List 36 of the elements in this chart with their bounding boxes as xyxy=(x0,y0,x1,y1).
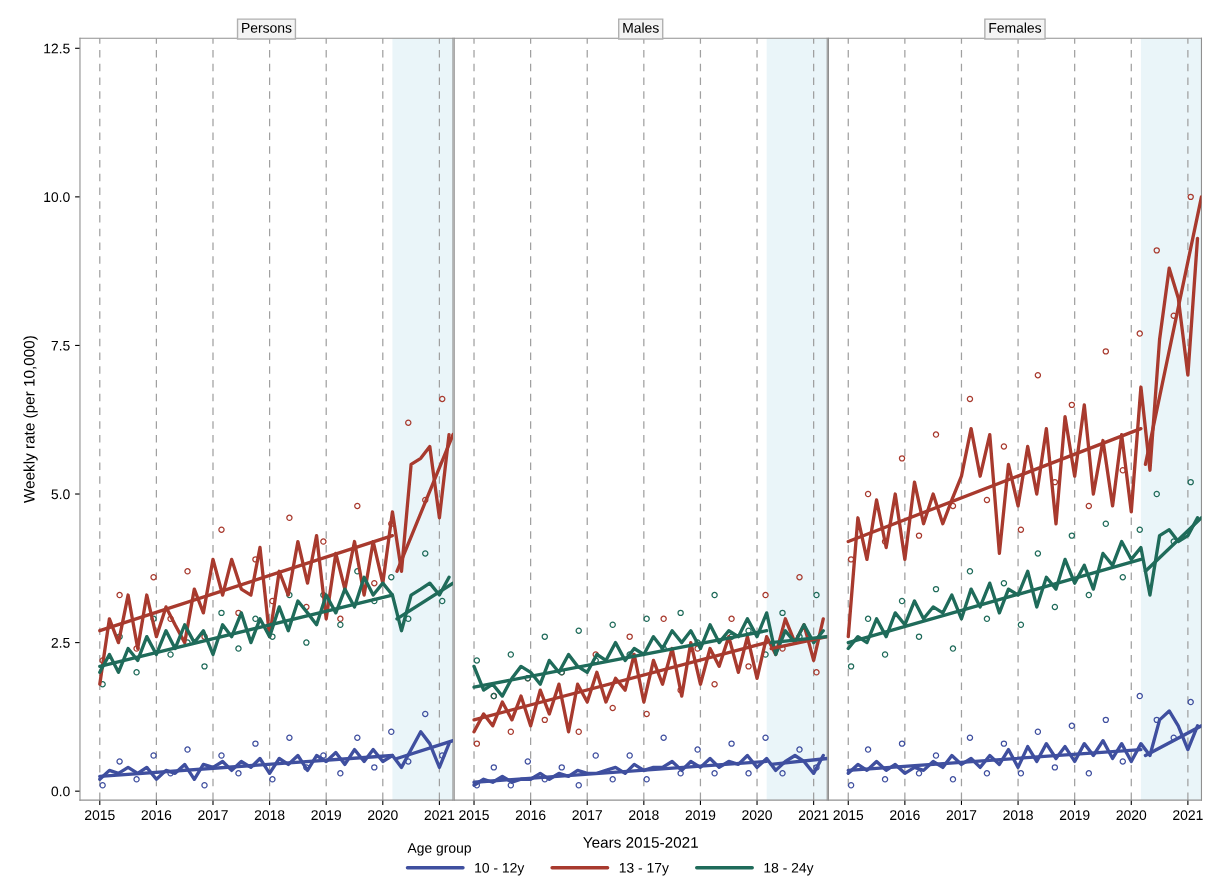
x-tick-label: 2021 xyxy=(424,810,455,821)
x-tick-label: 2016 xyxy=(515,810,546,821)
x-tick-label: 2018 xyxy=(1003,810,1033,821)
x-tick-label: 2017 xyxy=(572,810,602,821)
chart-title: Females xyxy=(989,22,1042,33)
y-axis-title: Weekly rate (per 10,000) xyxy=(23,336,38,503)
x-tick-label: 2017 xyxy=(946,810,977,821)
x-tick-label: 2020 xyxy=(742,810,772,821)
legend-label: 18 - 24y xyxy=(764,862,814,876)
x-tick-label: 2016 xyxy=(141,810,172,821)
x-tick-label: 2021 xyxy=(798,810,829,821)
y-tick-label: 7.5 xyxy=(51,340,70,351)
chart-title: Persons xyxy=(242,23,292,33)
x-tick-label: 2019 xyxy=(1059,810,1090,821)
legend-label: 13 - 17y xyxy=(619,862,669,876)
x-tick-label: 2015 xyxy=(85,810,115,821)
y-tick-label: 5.0 xyxy=(51,489,70,500)
y-tick-label: 10.0 xyxy=(44,192,70,203)
x-tick-label: 2015 xyxy=(833,810,864,821)
x-axis-title: Years 2015-2021 xyxy=(583,837,698,848)
x-tick-label: 2016 xyxy=(890,810,920,821)
x-tick-label: 2019 xyxy=(311,810,341,821)
x-tick-label: 2015 xyxy=(459,810,489,821)
y-tick-label: 0.0 xyxy=(51,786,70,797)
y-tick-label: 2.5 xyxy=(51,637,70,648)
x-tick-label: 2018 xyxy=(629,810,659,821)
legend-title: Age group xyxy=(407,843,471,856)
x-tick-label: 2020 xyxy=(368,810,398,821)
x-tick-label: 2020 xyxy=(1116,810,1147,821)
legend-label: 10 - 12y xyxy=(475,862,525,876)
x-tick-label: 2019 xyxy=(685,810,716,821)
chart-title: Males xyxy=(623,22,659,33)
x-tick-label: 2021 xyxy=(1173,810,1203,821)
x-tick-label: 2017 xyxy=(198,810,228,821)
x-tick-label: 2018 xyxy=(254,810,285,821)
y-tick-label: 12.5 xyxy=(44,43,70,54)
